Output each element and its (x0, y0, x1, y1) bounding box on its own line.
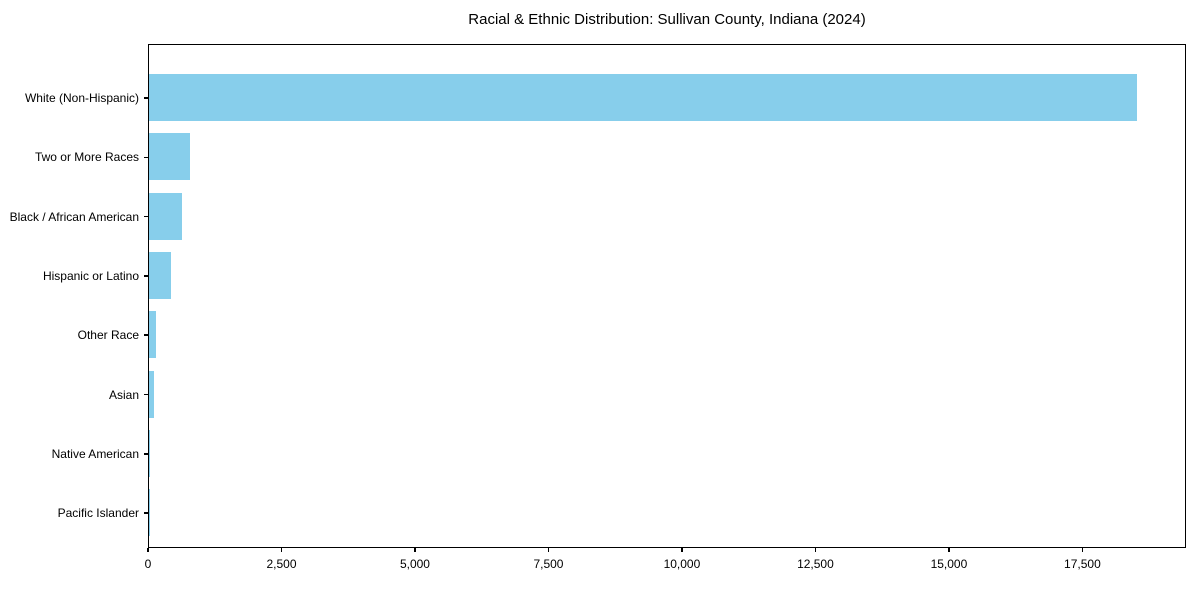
y-tick-mark (144, 453, 148, 455)
x-tick-label: 15,000 (930, 557, 968, 571)
y-tick-label: Other Race (77, 328, 139, 343)
y-tick-label: Native American (51, 446, 139, 461)
x-tick-mark (547, 548, 550, 552)
y-tick-mark (144, 512, 148, 514)
x-tick-label: 5,000 (399, 557, 430, 571)
chart-title: Racial & Ethnic Distribution: Sullivan C… (468, 11, 866, 28)
bar (149, 74, 1137, 121)
x-tick-mark (147, 548, 149, 552)
y-tick-mark (144, 215, 148, 218)
y-tick-mark (144, 156, 148, 159)
y-tick-mark (144, 334, 148, 336)
x-tick-label: 10,000 (663, 557, 701, 571)
y-tick-mark (144, 393, 148, 396)
bar (149, 370, 155, 418)
bar (149, 429, 151, 477)
y-tick-label: Hispanic or Latino (42, 268, 139, 283)
x-tick-label: 0 (144, 557, 152, 571)
y-tick-label: White (Non-Hispanic) (24, 91, 139, 105)
bar (149, 192, 182, 240)
bar (149, 133, 190, 181)
y-tick-label: Asian (108, 387, 139, 402)
y-tick-mark (144, 275, 148, 277)
x-tick-mark (948, 548, 950, 552)
x-tick-label: 7,500 (533, 557, 564, 571)
x-tick-label: 17,500 (1064, 557, 1101, 571)
x-tick-mark (414, 548, 416, 552)
y-tick-label: Two or More Races (34, 150, 139, 165)
bar (149, 251, 171, 299)
x-tick-mark (1081, 548, 1084, 552)
y-tick-label: Black / African American (9, 209, 139, 224)
bar (149, 311, 157, 359)
plot-area (148, 44, 1186, 548)
x-tick-mark (814, 548, 817, 552)
x-tick-mark (681, 548, 683, 552)
x-tick-mark (280, 548, 283, 552)
x-tick-label: 12,500 (797, 557, 834, 571)
y-tick-label: Pacific Islander (57, 506, 139, 521)
x-tick-label: 2,500 (266, 557, 297, 571)
y-tick-mark (144, 97, 148, 99)
